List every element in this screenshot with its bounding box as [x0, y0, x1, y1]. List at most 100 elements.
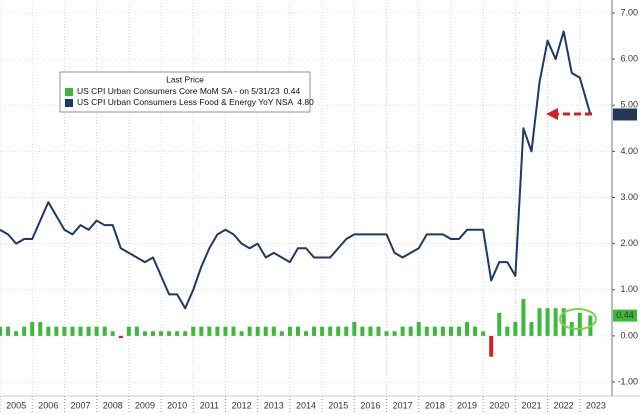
bar — [38, 322, 43, 336]
x-tick-label: 2012 — [232, 400, 252, 410]
bar — [223, 326, 228, 336]
y-tick-label: -1.00 — [617, 376, 638, 386]
x-tick-label: 2021 — [521, 400, 541, 410]
last-price-label: 4.80 — [616, 109, 634, 119]
y-tick-label: 0.00 — [620, 330, 638, 340]
bar — [183, 331, 188, 336]
x-tick-label: 2017 — [393, 400, 413, 410]
bar — [70, 326, 75, 336]
bar — [376, 326, 381, 336]
bar — [62, 326, 67, 336]
bar — [231, 326, 236, 336]
bar — [384, 331, 389, 336]
bar — [553, 308, 558, 336]
bar — [400, 326, 405, 336]
bar — [134, 326, 139, 336]
highlight-ellipse — [559, 308, 597, 330]
arrow-annotation — [546, 108, 592, 120]
x-tick-label: 2022 — [554, 400, 574, 410]
bar — [102, 326, 107, 336]
bar — [239, 331, 244, 336]
x-tick-label: 2020 — [489, 400, 509, 410]
bar — [54, 326, 59, 336]
bar — [304, 331, 308, 336]
line — [0, 30, 592, 310]
bar — [295, 326, 300, 336]
x-tick-label: 2006 — [38, 400, 58, 410]
bar — [78, 326, 83, 336]
bar — [0, 326, 2, 336]
bar — [336, 326, 341, 336]
bar — [545, 308, 550, 336]
legend-swatch — [65, 88, 73, 96]
x-tick-label: 2007 — [71, 400, 91, 410]
bar — [46, 326, 51, 336]
bar — [22, 326, 27, 336]
bar — [489, 335, 494, 357]
bar — [151, 331, 155, 336]
x-tick-label: 2018 — [425, 400, 445, 410]
bar — [247, 326, 252, 336]
bar — [287, 326, 292, 336]
y-tick-label: 3.00 — [620, 192, 638, 202]
legend-label: US CPI Urban Consumers Less Food & Energ… — [77, 97, 314, 107]
x-tick-label: 2010 — [167, 400, 187, 410]
x-tick-label: 2016 — [360, 400, 380, 410]
bar — [207, 326, 212, 336]
bar — [529, 322, 534, 336]
bar — [577, 312, 582, 336]
y-tick-label: 7.00 — [620, 7, 638, 17]
bar — [126, 326, 131, 336]
bar — [30, 322, 35, 336]
bar — [505, 326, 510, 336]
bar — [561, 308, 566, 336]
bar — [537, 308, 542, 336]
arrow-head — [546, 108, 558, 120]
x-tick-label: 2023 — [586, 400, 606, 410]
bar — [513, 322, 518, 336]
y-tick-label: 2.00 — [620, 238, 638, 248]
bar — [159, 331, 164, 336]
bar — [86, 326, 91, 336]
bar — [473, 326, 478, 336]
last-price-flag — [613, 108, 637, 121]
legend-items: US CPI Urban Consumers Core MoM SA - on … — [65, 86, 314, 107]
legend-box — [59, 71, 311, 113]
bar — [360, 326, 365, 336]
x-tick-label: 2008 — [103, 400, 123, 410]
bar — [142, 331, 147, 336]
bar — [328, 326, 333, 336]
bar — [408, 326, 413, 336]
x-tick-label: 2011 — [200, 400, 219, 410]
legend-value: 0.44 — [284, 86, 301, 96]
bar — [215, 326, 220, 336]
bar — [6, 326, 11, 336]
legend-title: Last Price — [166, 74, 204, 84]
bar — [312, 326, 317, 336]
bar — [465, 322, 470, 336]
marks — [0, 30, 593, 357]
bar — [497, 312, 502, 336]
legend-swatch — [65, 99, 73, 107]
bar — [344, 326, 349, 336]
x-tick-label: 2014 — [296, 400, 316, 410]
bar — [271, 326, 276, 336]
bar — [368, 326, 373, 336]
bar — [392, 331, 397, 336]
legend-name: US CPI Urban Consumers Core MoM SA - on … — [77, 86, 280, 96]
y-tick-label: 6.00 — [620, 54, 638, 64]
bar — [320, 326, 325, 336]
x-tick-label: 2015 — [328, 400, 348, 410]
bar — [14, 331, 19, 336]
bar — [191, 326, 196, 336]
bar — [255, 326, 260, 336]
bar — [167, 331, 172, 336]
bar — [440, 326, 445, 336]
bar — [279, 331, 284, 336]
bar — [110, 331, 115, 336]
bar — [521, 298, 526, 336]
